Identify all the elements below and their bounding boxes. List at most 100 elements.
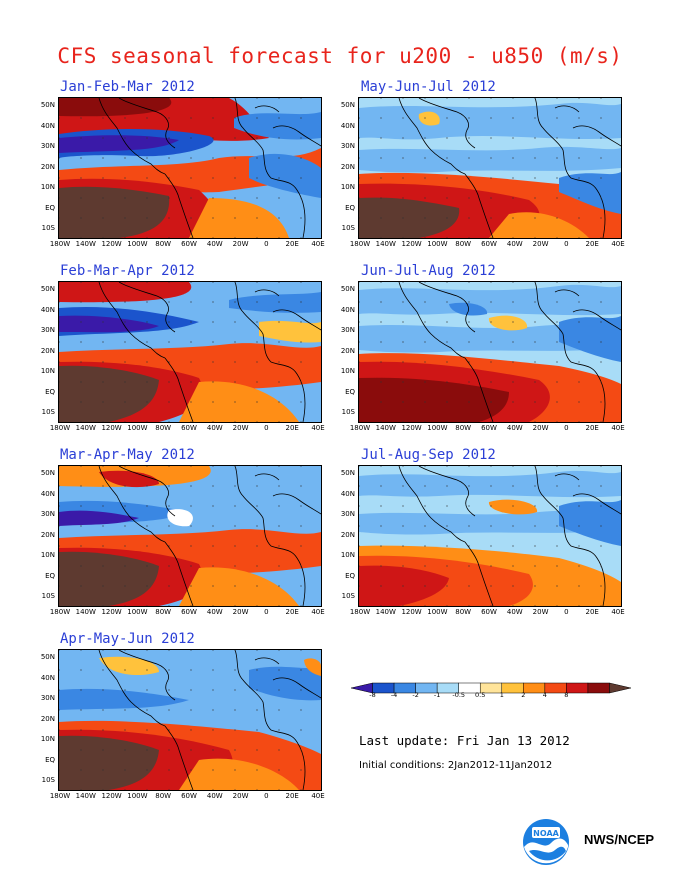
- lat-tick-label: 50N: [40, 469, 55, 477]
- grid-dot: [359, 217, 360, 219]
- contour-shade: [259, 320, 321, 343]
- grid-dot: [490, 237, 492, 238]
- grid-dot: [600, 301, 602, 303]
- grid-dot: [168, 545, 170, 547]
- grid-dot: [534, 525, 536, 527]
- grid-dot: [212, 381, 214, 383]
- grid-dot: [146, 650, 148, 651]
- grid-dot: [402, 282, 404, 283]
- grid-dot: [534, 485, 536, 487]
- grid-dot: [446, 197, 448, 199]
- grid-dot: [102, 749, 104, 751]
- lon-tick-label: 0: [264, 608, 269, 616]
- grid-dot: [124, 545, 126, 547]
- lat-tick-label: 30N: [340, 510, 355, 518]
- grid-dot: [234, 689, 236, 691]
- grid-dot: [102, 789, 104, 790]
- grid-dot: [446, 237, 448, 238]
- grid-dot: [468, 525, 470, 527]
- grid-dot: [59, 505, 60, 507]
- grid-dot: [278, 669, 280, 671]
- grid-dot: [80, 505, 82, 507]
- grid-dot: [278, 689, 280, 691]
- agency-label: NWS/NCEP: [584, 832, 655, 847]
- grid-dot: [80, 709, 82, 711]
- grid-dot: [359, 485, 360, 487]
- grid-dot: [402, 177, 404, 179]
- grid-dot: [512, 117, 514, 119]
- grid-dot: [278, 729, 280, 731]
- grid-dot: [556, 157, 558, 159]
- contour-shade: [59, 365, 159, 422]
- coastline: [554, 105, 580, 113]
- colorbar-swatch: [609, 682, 632, 694]
- lat-tick-label: 40N: [40, 305, 55, 314]
- coastline: [572, 493, 621, 515]
- colorbar-tick-label: 8: [564, 691, 569, 699]
- contour-shade: [359, 470, 621, 498]
- contour-shade: [359, 324, 621, 353]
- grid-dot: [468, 341, 470, 343]
- grid-dot: [256, 789, 258, 790]
- grid-dot: [146, 769, 148, 771]
- grid-dot: [59, 749, 60, 751]
- grid-dot: [446, 421, 448, 422]
- grid-dot: [124, 381, 126, 383]
- grid-dot: [212, 689, 214, 691]
- coastline: [272, 125, 321, 147]
- lat-tick-label: 20N: [40, 162, 55, 171]
- grid-dot: [256, 585, 258, 587]
- grid-dot: [446, 301, 448, 303]
- grid-dot: [512, 98, 514, 99]
- grid-dot: [490, 177, 492, 179]
- grid-dot: [534, 585, 536, 587]
- grid-dot: [278, 421, 280, 422]
- grid-dot: [124, 341, 126, 343]
- grid-dot: [402, 321, 404, 323]
- grid-dot: [59, 466, 60, 467]
- grid-dot: [124, 237, 126, 238]
- lat-tick-label: EQ: [345, 571, 355, 580]
- grid-dot: [556, 605, 558, 606]
- lat-tick-label: 10S: [41, 592, 55, 600]
- grid-dot: [424, 485, 426, 487]
- grid-dot: [256, 485, 258, 487]
- grid-dot: [168, 321, 170, 323]
- grid-dot: [124, 361, 126, 363]
- contour-shade: [359, 146, 621, 173]
- grid-dot: [446, 485, 448, 487]
- grid-dot: [402, 137, 404, 139]
- grid-dot: [424, 237, 426, 238]
- grid-dot: [278, 505, 280, 507]
- lon-tick-label: 40E: [311, 240, 325, 248]
- contour-shade: [59, 551, 159, 606]
- grid-dot: [380, 545, 382, 547]
- grid-dot: [146, 545, 148, 547]
- contour-shade: [99, 656, 159, 676]
- lat-tick-label: 50N: [340, 101, 355, 109]
- grid-dot: [600, 545, 602, 547]
- grid-dot: [424, 466, 426, 467]
- grid-dot: [278, 381, 280, 383]
- lat-tick-label: 10N: [40, 735, 55, 743]
- grid-dot: [380, 117, 382, 119]
- grid-dot: [234, 466, 236, 467]
- grid-dot: [256, 217, 258, 219]
- lon-tick-label: 20W: [532, 608, 549, 616]
- grid-dot: [234, 217, 236, 219]
- coastline: [534, 98, 606, 238]
- grid-dot: [256, 98, 258, 99]
- lat-tick-label: 10S: [341, 592, 355, 600]
- grid-dot: [212, 729, 214, 731]
- colorbar-tick-label: -8: [369, 691, 376, 699]
- grid-dot: [190, 709, 192, 711]
- contour-shade: [59, 735, 159, 790]
- grid-dot: [168, 605, 170, 606]
- grid-dot: [490, 157, 492, 159]
- grid-dot: [168, 137, 170, 139]
- grid-dot: [359, 197, 360, 199]
- lon-tick-label: 100W: [127, 424, 148, 432]
- grid-dot: [424, 321, 426, 323]
- grid-dot: [190, 237, 192, 238]
- grid-dot: [190, 421, 192, 422]
